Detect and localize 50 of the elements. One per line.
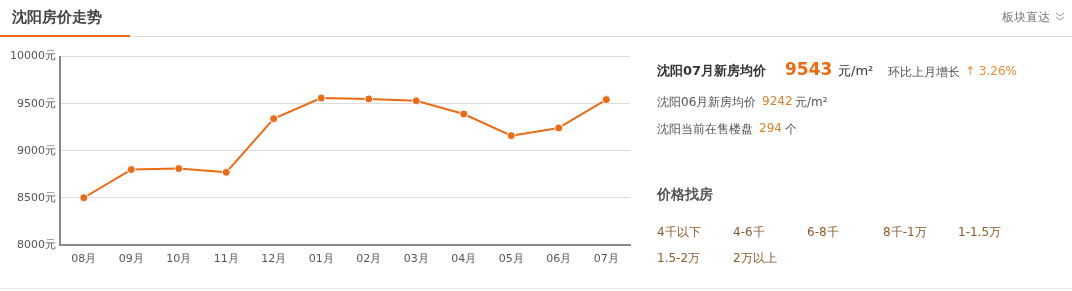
point (411, 96, 421, 106)
x-tick-label: 05月 (498, 252, 524, 266)
x-tick-label: 03月 (403, 252, 429, 266)
text: 个 (785, 121, 797, 138)
x-tick-label: 07月 (593, 252, 619, 266)
text: 环比上月增长 (888, 64, 960, 81)
text: 4-6千 (733, 224, 765, 241)
text: 294 (759, 121, 782, 135)
text: 元/m² (838, 62, 874, 80)
point (364, 94, 374, 104)
x-tick-label: 11月 (213, 252, 239, 266)
y-tick-label: 9000元 (16, 143, 56, 157)
y-tick-label: 8500元 (16, 190, 56, 204)
text: 1.5-2万 (657, 250, 701, 267)
x-tick-label: 01月 (308, 252, 334, 266)
point (316, 93, 326, 103)
point (601, 95, 611, 105)
point (554, 123, 564, 133)
text: 6-8千 (807, 224, 839, 241)
text: 沈阳06月新房均价 (657, 94, 757, 111)
y-tick-label: 8000元 (16, 237, 56, 251)
text: 1-1.5万 (958, 224, 1002, 241)
text: 9242 (762, 94, 793, 108)
x-tick-label: 02月 (356, 252, 382, 266)
x-tick-label: 12月 (261, 252, 287, 266)
text: 8千-1万 (883, 224, 927, 241)
point (126, 165, 136, 175)
point (174, 164, 184, 174)
point (269, 114, 279, 124)
text: 价格找房 (657, 186, 713, 204)
x-tick-label: 09月 (118, 252, 144, 266)
x-tick-label: 04月 (451, 252, 477, 266)
text: 9543 (785, 59, 833, 79)
y-tick-label: 9500元 (16, 96, 56, 110)
text: 沈阳07月新房均价 (657, 62, 767, 80)
x-tick-label: 06月 (546, 252, 572, 266)
text: 沈阳当前在售楼盘 (657, 121, 753, 138)
text: 4千以下 (657, 224, 701, 241)
point (79, 193, 89, 203)
text: 2万以上 (733, 250, 777, 267)
text: 元/m² (795, 94, 828, 111)
chart-title: 沈阳房价走势 (12, 8, 102, 27)
x-tick-label: 10月 (166, 252, 192, 266)
y-tick-label: 10000元 (9, 49, 56, 63)
text: ↑ 3.26% (965, 64, 1017, 78)
point (459, 109, 469, 119)
text: 板块直达 (1002, 9, 1050, 26)
point (221, 167, 231, 177)
point (506, 131, 516, 141)
x-tick-label: 08月 (71, 252, 97, 266)
